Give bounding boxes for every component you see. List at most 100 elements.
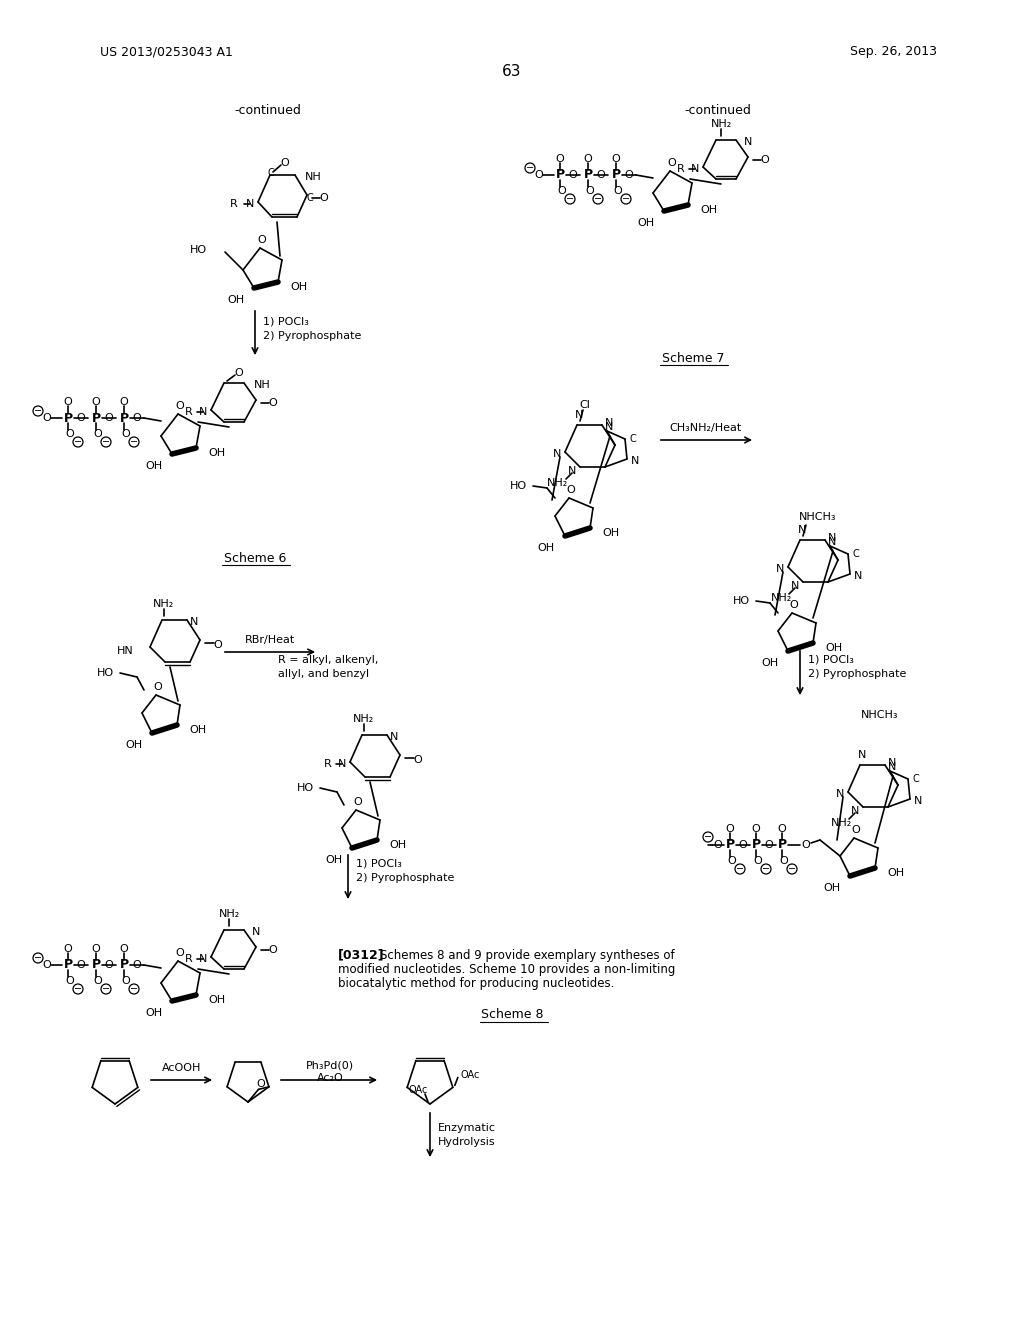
- Text: OH: OH: [887, 869, 904, 878]
- Text: OH: OH: [602, 528, 620, 539]
- Text: 2) Pyrophosphate: 2) Pyrophosphate: [356, 873, 455, 883]
- Text: O: O: [268, 945, 278, 954]
- Text: HO: HO: [733, 597, 750, 606]
- Text: −: −: [34, 407, 42, 416]
- Text: N: N: [888, 762, 896, 772]
- Text: O: O: [66, 975, 75, 986]
- Text: P: P: [91, 958, 100, 972]
- Text: NH₂: NH₂: [770, 593, 792, 603]
- Text: modified nucleotides. Scheme 10 provides a non-limiting: modified nucleotides. Scheme 10 provides…: [338, 962, 676, 975]
- Text: R: R: [185, 407, 193, 417]
- Text: −: −: [130, 437, 138, 447]
- Text: P: P: [63, 958, 73, 972]
- Text: P: P: [777, 838, 786, 851]
- Text: O: O: [281, 158, 290, 168]
- Text: US 2013/0253043 A1: US 2013/0253043 A1: [100, 45, 232, 58]
- Text: O: O: [43, 413, 51, 422]
- Text: OH: OH: [325, 855, 342, 865]
- Text: O: O: [256, 1080, 265, 1089]
- Text: O: O: [765, 840, 773, 850]
- Text: Scheme 7: Scheme 7: [662, 351, 724, 364]
- Text: −: −: [703, 832, 712, 842]
- Text: N: N: [744, 137, 753, 147]
- Text: O: O: [91, 944, 100, 954]
- Text: N: N: [568, 466, 577, 477]
- Text: O: O: [668, 158, 677, 168]
- Text: R: R: [325, 759, 332, 770]
- Text: HN: HN: [118, 645, 134, 656]
- Text: −: −: [762, 865, 770, 874]
- Text: N: N: [836, 789, 844, 799]
- Text: −: −: [130, 983, 138, 994]
- Text: O: O: [558, 186, 566, 195]
- Text: NHCH₃: NHCH₃: [800, 512, 837, 521]
- Text: O: O: [93, 429, 102, 440]
- Text: O: O: [122, 429, 130, 440]
- Text: N: N: [913, 796, 923, 807]
- Text: N: N: [691, 164, 699, 174]
- Text: P: P: [63, 412, 73, 425]
- Text: N: N: [338, 759, 346, 770]
- Text: −: −: [566, 194, 574, 205]
- Text: O: O: [133, 960, 141, 970]
- Text: P: P: [752, 838, 761, 851]
- Text: O: O: [122, 975, 130, 986]
- Text: O: O: [802, 840, 810, 850]
- Text: NH₂: NH₂: [218, 909, 240, 919]
- Text: N: N: [854, 572, 862, 581]
- Text: P: P: [555, 169, 564, 181]
- Text: −: −: [787, 865, 796, 874]
- Text: N: N: [189, 616, 199, 627]
- Text: O: O: [268, 399, 278, 408]
- Text: HO: HO: [97, 668, 114, 678]
- Text: O: O: [120, 397, 128, 407]
- Text: N: N: [631, 455, 639, 466]
- Text: NH₂: NH₂: [711, 119, 731, 129]
- Text: NH₂: NH₂: [353, 714, 375, 723]
- Text: OAc: OAc: [409, 1085, 428, 1096]
- Text: Ac₂O: Ac₂O: [316, 1073, 343, 1082]
- Text: −: −: [102, 983, 110, 994]
- Text: 1) POCl₃: 1) POCl₃: [808, 655, 854, 665]
- Text: O: O: [726, 824, 734, 834]
- Text: O: O: [154, 682, 163, 692]
- Text: N: N: [851, 807, 859, 816]
- Text: OH: OH: [290, 282, 307, 292]
- Text: O: O: [214, 640, 222, 649]
- Text: CH₃NH₂/Heat: CH₃NH₂/Heat: [670, 422, 742, 433]
- Text: allyl, and benzyl: allyl, and benzyl: [278, 669, 369, 678]
- Text: O: O: [556, 154, 564, 164]
- Text: O: O: [738, 840, 748, 850]
- Text: AcOOH: AcOOH: [163, 1063, 202, 1073]
- Text: −: −: [594, 194, 602, 205]
- Text: HO: HO: [189, 246, 207, 255]
- Text: NH₂: NH₂: [548, 478, 568, 488]
- Text: O: O: [597, 170, 605, 180]
- Text: N: N: [390, 733, 398, 742]
- Text: N: N: [574, 411, 584, 420]
- Text: NH: NH: [254, 380, 270, 389]
- Text: O: O: [93, 975, 102, 986]
- Text: OH: OH: [189, 725, 206, 735]
- Text: P: P: [120, 958, 129, 972]
- Text: OH: OH: [389, 840, 407, 850]
- Text: C: C: [630, 434, 636, 444]
- Text: Enzymatic: Enzymatic: [438, 1123, 496, 1133]
- Text: P: P: [725, 838, 734, 851]
- Text: O: O: [625, 170, 634, 180]
- Text: O: O: [752, 824, 761, 834]
- Text: Cl: Cl: [580, 400, 591, 411]
- Text: OH: OH: [637, 218, 654, 228]
- Text: 63: 63: [502, 65, 522, 79]
- Text: N: N: [791, 581, 799, 591]
- Text: −: −: [74, 437, 82, 447]
- Text: N: N: [553, 449, 561, 459]
- Text: R: R: [185, 954, 193, 964]
- Text: 2) Pyrophosphate: 2) Pyrophosphate: [263, 331, 361, 341]
- Text: OAc: OAc: [461, 1071, 480, 1080]
- Text: O: O: [43, 960, 51, 970]
- Text: −: −: [526, 162, 535, 173]
- Text: O: O: [611, 154, 621, 164]
- Text: OH: OH: [825, 643, 842, 653]
- Text: −: −: [74, 983, 82, 994]
